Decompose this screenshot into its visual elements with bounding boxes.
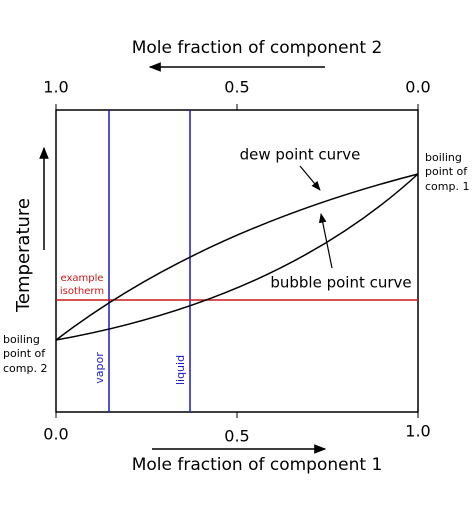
- bottom-tick: 0.5: [224, 427, 249, 446]
- bottom-tick: 0.0: [43, 425, 68, 444]
- isotherm-label: example: [60, 273, 103, 284]
- plot-frame: [55, 109, 419, 413]
- top-tick: 0.5: [224, 78, 249, 97]
- bottom-tick: 1.0: [405, 422, 430, 441]
- bubble-label: bubble point curve: [270, 274, 411, 292]
- dew-arrow: [299, 165, 321, 191]
- vapor-label: vapor: [93, 352, 106, 384]
- bubble-arrow: [318, 213, 333, 269]
- dew-label: dew point curve: [240, 146, 361, 164]
- boiling-1-label: boiling: [425, 151, 462, 164]
- isotherm-label: isotherm: [60, 286, 104, 297]
- boiling-2-label: comp. 2: [3, 362, 47, 375]
- boiling-2-label: point of: [3, 347, 46, 360]
- bubble-curve: [55, 173, 419, 341]
- top-tick: 0.0: [405, 78, 430, 97]
- dew-curve: [55, 173, 419, 341]
- boiling-1-label: point of: [425, 165, 468, 178]
- top-axis-title: Mole fraction of component 2: [132, 38, 383, 58]
- boiling-2-label: boiling: [3, 333, 40, 346]
- bottom-axis-title: Mole fraction of component 1: [132, 455, 383, 475]
- top-tick: 1.0: [43, 78, 68, 97]
- boiling-1-label: comp. 1: [425, 180, 469, 193]
- y-axis-title: Temperature: [13, 198, 34, 313]
- liquid-label: liquid: [174, 355, 187, 385]
